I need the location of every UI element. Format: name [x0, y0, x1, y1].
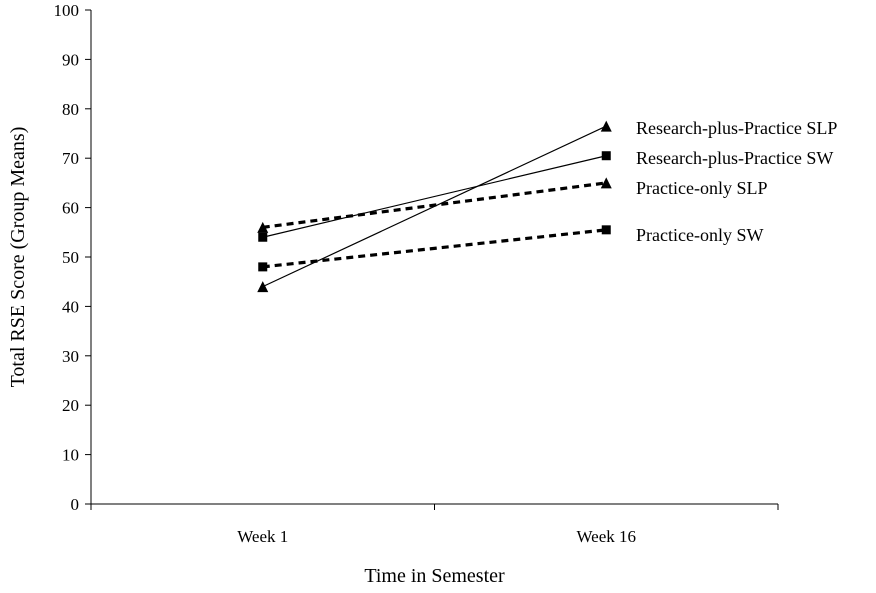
series-line [262, 155, 607, 238]
legend: Research-plus-Practice SLP Research-plus-… [636, 118, 837, 245]
axes [90, 10, 778, 505]
y-axis-title: Total RSE Score (Group Means) [7, 127, 29, 388]
x-axis-title: Time in Semester [364, 565, 505, 587]
square-marker [601, 151, 611, 161]
y-tick-label: 70 [62, 149, 79, 168]
y-tick-label: 100 [54, 1, 80, 20]
x-tick-label: Week 16 [576, 527, 636, 546]
triangle-marker [600, 177, 612, 189]
series-line [262, 228, 607, 269]
series-layer [257, 120, 612, 293]
legend-label: Research-plus-Practice SW [636, 148, 833, 168]
y-tick-label: 30 [62, 347, 79, 366]
triangle-marker [257, 281, 269, 293]
series-line [262, 181, 607, 229]
y-axis-ticks: 0 10 20 30 40 50 60 70 80 90 100 [54, 1, 91, 514]
y-tick-label: 50 [62, 248, 79, 267]
square-marker [601, 225, 611, 235]
square-marker [258, 232, 268, 242]
x-axis-ticks: Week 1 Week 16 [90, 504, 779, 546]
x-tick-label: Week 1 [237, 527, 288, 546]
legend-label: Practice-only SLP [636, 178, 767, 198]
y-tick-label: 80 [62, 100, 79, 119]
y-tick-label: 0 [71, 495, 80, 514]
square-marker [258, 262, 268, 272]
y-tick-label: 60 [62, 199, 79, 218]
triangle-marker [600, 120, 612, 132]
y-tick-label: 90 [62, 50, 79, 69]
y-tick-label: 40 [62, 297, 79, 316]
triangle-marker [257, 221, 269, 233]
legend-label: Research-plus-Practice SLP [636, 118, 837, 138]
legend-label: Practice-only SW [636, 225, 763, 245]
y-tick-label: 10 [62, 446, 79, 465]
y-tick-label: 20 [62, 396, 79, 415]
